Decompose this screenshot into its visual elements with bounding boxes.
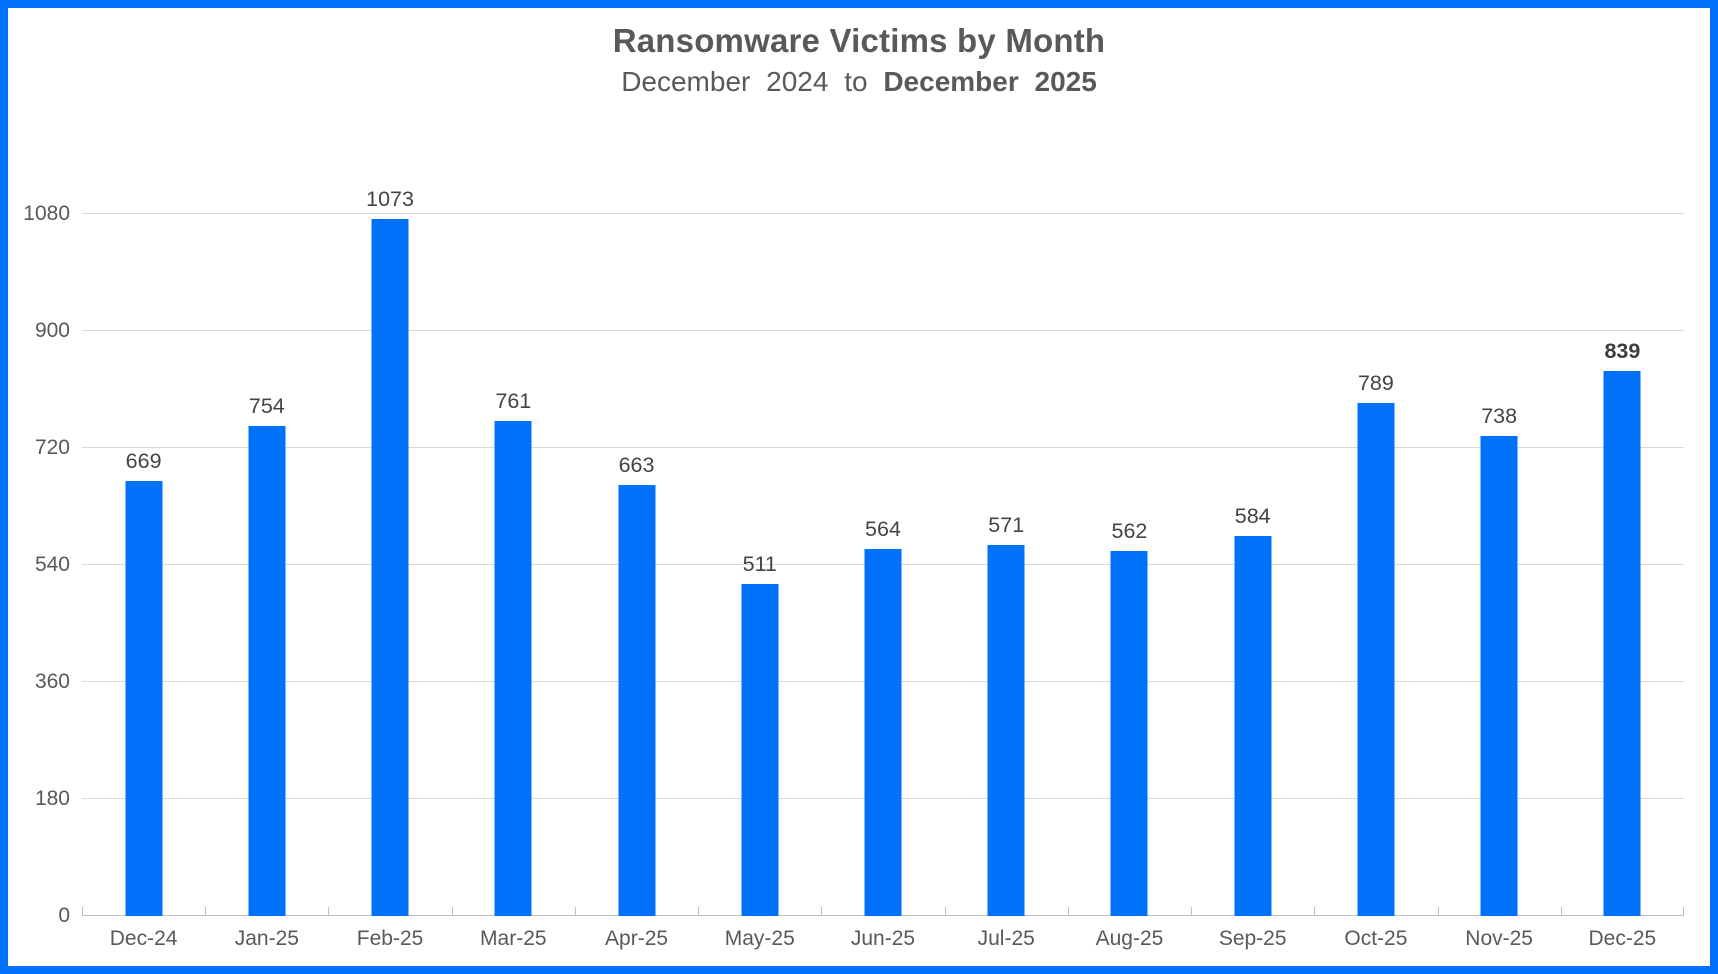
- axis-tick: [1437, 907, 1439, 916]
- x-tick-label: Sep-25: [1218, 927, 1287, 950]
- x-tick-label: Dec-25: [1588, 927, 1657, 950]
- axis-tick: [328, 907, 330, 916]
- bar: [494, 421, 532, 916]
- bar-column: 663: [575, 150, 698, 916]
- bar: [1480, 436, 1518, 916]
- y-tick-label: 720: [34, 436, 70, 459]
- bar-column: 738: [1438, 150, 1561, 916]
- bars-layer: 669 754 1073 761 663 511 564 571 562 584 789 738 839: [82, 150, 1684, 916]
- axis-tick: [698, 907, 700, 916]
- bar-value-label: 571: [988, 512, 1025, 537]
- bar-column: 571: [945, 150, 1068, 916]
- bar-column: 761: [452, 150, 575, 916]
- gridline: [82, 330, 1684, 331]
- bar: [1357, 403, 1395, 916]
- bar-value-label: 669: [125, 449, 162, 474]
- x-tick-label: Jul-25: [977, 927, 1035, 950]
- bar-value-label: 738: [1481, 404, 1518, 429]
- bar-value-label: 564: [865, 517, 901, 542]
- axis-tick: [1191, 907, 1193, 916]
- chart-title: Ransomware Victims by Month: [612, 22, 1106, 59]
- chart-subtitle: December 2024 to December 2025: [8, 66, 1710, 98]
- bar-value-label: 754: [248, 393, 285, 418]
- bar-value-label: 584: [1234, 504, 1271, 529]
- bar: [1110, 550, 1148, 916]
- x-tick-label: Apr-25: [605, 927, 669, 950]
- bar-value-label: 1073: [366, 186, 414, 211]
- axis-tick: [1683, 907, 1684, 916]
- subtitle-range-end: December 2025: [883, 66, 1097, 97]
- bar: [618, 485, 656, 916]
- x-tick-label: Nov-25: [1465, 927, 1533, 950]
- x-tick-label: Dec-24: [109, 927, 178, 950]
- x-tick-label: Feb-25: [356, 927, 424, 950]
- y-tick-label: 900: [34, 319, 70, 342]
- axis-tick: [82, 907, 83, 916]
- bar: [248, 425, 286, 916]
- bar-column: 511: [698, 150, 821, 916]
- bar: [371, 218, 409, 916]
- axis-tick: [205, 907, 207, 916]
- bar-column: 754: [205, 150, 328, 916]
- bar: [1234, 536, 1272, 916]
- subtitle-range-start: December 2024 to: [621, 66, 868, 97]
- y-tick-label: 0: [58, 904, 70, 927]
- axis-tick: [1067, 907, 1069, 916]
- x-tick-label: Jan-25: [234, 927, 299, 950]
- bar-column: 562: [1068, 150, 1191, 916]
- bar-value-label: 562: [1111, 518, 1148, 543]
- axis-tick: [821, 907, 823, 916]
- bar-value-label: 839: [1604, 338, 1641, 363]
- axis-tick: [1560, 907, 1562, 916]
- bar-value-label: 663: [618, 453, 655, 478]
- bar: [987, 544, 1025, 916]
- axis-tick: [574, 907, 576, 916]
- bar-column: 839: [1561, 150, 1684, 916]
- bar-value-label: 511: [742, 551, 777, 576]
- bar-column: 564: [821, 150, 944, 916]
- y-tick-label: 360: [34, 670, 70, 693]
- x-axis-labels: Dec-24 Jan-25 Feb-25 Mar-25 Apr-25 May-25 Jun-…: [82, 926, 1684, 956]
- bar-column: 789: [1314, 150, 1437, 916]
- y-tick-label: 1080: [23, 202, 70, 225]
- axis-tick: [944, 907, 946, 916]
- axis-tick: [1314, 907, 1316, 916]
- bar-value-label: 761: [495, 389, 532, 414]
- bar-column: 584: [1191, 150, 1314, 916]
- bar-column: 669: [82, 150, 205, 916]
- bar: [1603, 370, 1641, 916]
- x-tick-label: Jun-25: [850, 927, 916, 950]
- x-tick-label: Oct-25: [1344, 927, 1408, 950]
- gridline: [82, 213, 1684, 214]
- bar-column: 1073: [328, 150, 451, 916]
- x-tick-label: May-25: [724, 927, 795, 950]
- bar: [125, 481, 163, 916]
- y-tick-label: 540: [34, 553, 70, 576]
- gridline: [82, 447, 1684, 448]
- bar: [864, 549, 902, 916]
- axis-tick: [451, 907, 453, 916]
- bar-value-label: 789: [1357, 371, 1394, 396]
- bar: [741, 583, 779, 916]
- x-tick-label: Mar-25: [480, 927, 547, 950]
- x-tick-label: Aug-25: [1095, 927, 1164, 950]
- y-tick-label: 180: [34, 787, 70, 810]
- plot-area: 0 180 360 540 720 900 1080 669 754 1073 761 663 511…: [23, 150, 1684, 927]
